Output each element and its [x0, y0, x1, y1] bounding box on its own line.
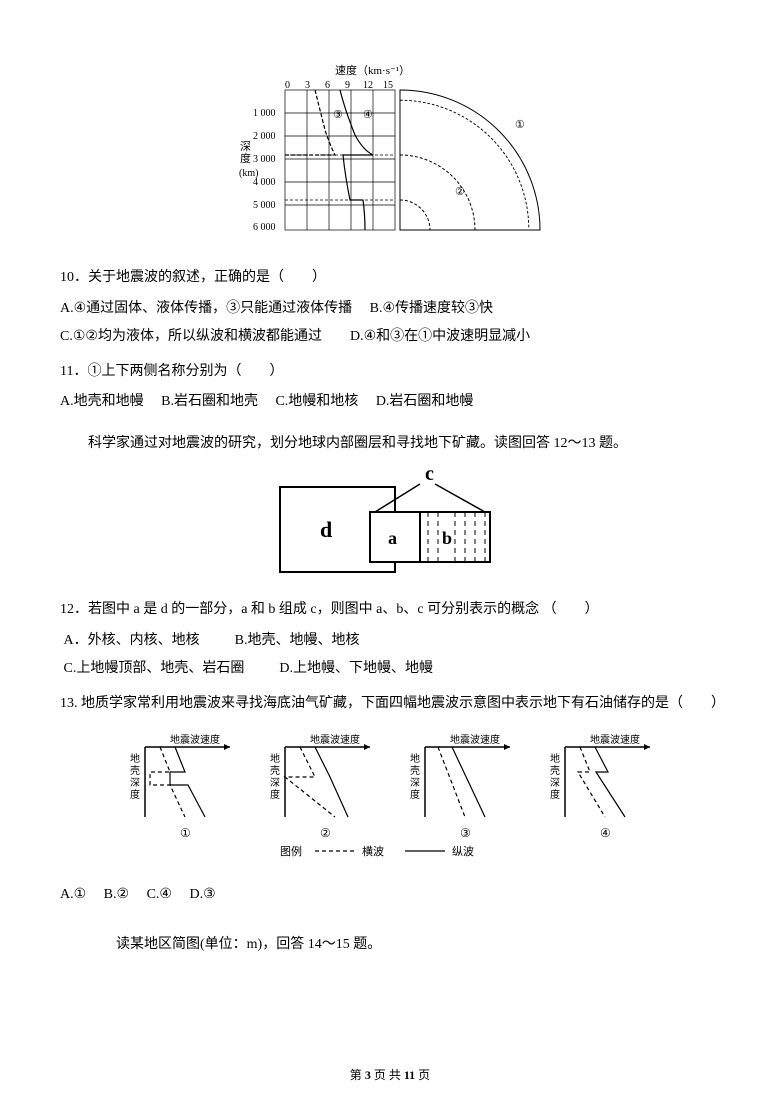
svg-text:地震波速度: 地震波速度	[310, 733, 360, 746]
q13-opt-d: D.③	[189, 887, 215, 902]
svg-text:3: 3	[305, 80, 310, 91]
svg-text:12: 12	[363, 80, 373, 91]
q10-opt-a: A.④通过固体、液体传播，③只能通过液体传播	[60, 301, 352, 316]
q11-opt-a: A.地壳和地幔	[60, 394, 144, 409]
svg-text:地: 地	[550, 752, 560, 765]
footer-suffix: 页	[415, 1068, 430, 1082]
q10-opt-c: C.①②均为液体，所以纵波和横波都能通过	[60, 329, 322, 344]
svg-text:3 000: 3 000	[253, 154, 276, 165]
svg-text:地震波速度: 地震波速度	[590, 733, 640, 746]
intro-12-13: 科学家通过对地震波的研究，划分地球内部圈层和寻找地下矿藏。读图回答 12～13 …	[60, 432, 720, 452]
q13-opt-c: C.④	[147, 887, 172, 902]
svg-text:9: 9	[345, 80, 350, 91]
fig2-d: d	[320, 517, 332, 542]
svg-text:地震波速度: 地震波速度	[170, 733, 220, 746]
footer-prefix: 第	[350, 1068, 365, 1082]
svg-text:④: ④	[363, 109, 373, 121]
svg-text:0: 0	[285, 80, 290, 91]
svg-text:度: 度	[410, 788, 420, 801]
svg-text:壳: 壳	[410, 764, 420, 777]
question-12: 12．若图中 a 是 d 的一部分，a 和 b 组成 c，则图中 a、b、c 可…	[60, 597, 720, 683]
q11-opt-d: D.岩石圈和地幔	[376, 394, 474, 409]
svg-text:③: ③	[460, 826, 471, 840]
fig3-legend-zong: 纵波	[452, 845, 474, 858]
question-10: 10．关于地震波的叙述，正确的是（ ） A.④通过固体、液体传播，③只能通过液体…	[60, 265, 720, 351]
svg-text:②: ②	[455, 186, 465, 198]
q13-opt-b: B.②	[104, 887, 129, 902]
svg-text:度: 度	[550, 788, 560, 801]
fig2-b: b	[442, 528, 452, 548]
q10-stem: 10．关于地震波的叙述，正确的是（ ）	[60, 265, 720, 292]
panel-3: 地震波速度 地 壳 深 度 ③	[410, 733, 510, 840]
svg-text:③: ③	[333, 109, 343, 121]
svg-text:2 000: 2 000	[253, 131, 276, 142]
svg-text:地震波速度: 地震波速度	[450, 733, 500, 746]
panel-4: 地震波速度 地 壳 深 度 ④	[550, 733, 650, 840]
svg-text:①: ①	[515, 119, 525, 131]
footer-total: 11	[404, 1068, 415, 1082]
intro-14-15: 读某地区简图(单位：m)，回答 14～15 题。	[60, 933, 720, 953]
svg-text:深: 深	[550, 777, 560, 789]
q11-stem: 11．①上下两侧名称分别为（ ）	[60, 359, 720, 386]
q12-stem: 12．若图中 a 是 d 的一部分，a 和 b 组成 c，则图中 a、b、c 可…	[60, 597, 720, 624]
q11-opt-c: C.地幔和地核	[275, 394, 358, 409]
svg-text:壳: 壳	[270, 764, 280, 777]
q10-opt-d: D.④和③在①中波速明显减小	[350, 329, 530, 344]
panel-2: 地震波速度 地 壳 深 度 ②	[270, 733, 370, 840]
q12-opt-b: B.地壳、地幔、地核	[235, 633, 360, 648]
q11-opt-b: B.岩石圈和地壳	[161, 394, 258, 409]
footer-middle: 页 共	[371, 1068, 404, 1082]
svg-text:地: 地	[270, 752, 280, 765]
q12-opt-d: D.上地幔、下地幔、地幔	[279, 661, 433, 676]
svg-text:地: 地	[130, 752, 140, 765]
panel-1: 地震波速度 地 壳 深 度 ①	[130, 733, 230, 840]
svg-text:①: ①	[180, 826, 191, 840]
page-footer: 第 3 页 共 11 页	[0, 1066, 780, 1083]
q12-opt-c: C.上地幔顶部、地壳、岩石圈	[64, 661, 245, 676]
svg-text:度: 度	[270, 788, 280, 801]
question-13: 13. 地质学家常利用地震波来寻找海底油气矿藏，下面四幅地震波示意图中表示地下有…	[60, 691, 720, 718]
svg-text:6 000: 6 000	[253, 222, 276, 233]
svg-text:地: 地	[410, 752, 420, 765]
figure-seismic-depth: 速度（km·s⁻¹） 0 3 6 9 12 15	[60, 60, 720, 255]
svg-text:15: 15	[383, 80, 393, 91]
q13-opt-a: A.①	[60, 887, 86, 902]
svg-text:度: 度	[240, 151, 251, 165]
svg-text:②: ②	[320, 826, 331, 840]
fig2-c: c	[425, 463, 434, 485]
svg-text:壳: 壳	[550, 764, 560, 777]
question-11: 11．①上下两侧名称分别为（ ） A.地壳和地幔 B.岩石圈和地壳 C.地幔和地…	[60, 359, 720, 416]
svg-text:5 000: 5 000	[253, 200, 276, 211]
svg-text:深: 深	[240, 140, 251, 153]
figure-boxes-abcd: d a b c	[60, 462, 720, 587]
svg-text:1 000: 1 000	[253, 108, 276, 119]
svg-text:壳: 壳	[130, 764, 140, 777]
q10-opt-b: B.④传播速度较③快	[370, 301, 493, 316]
svg-text:度: 度	[130, 788, 140, 801]
svg-text:6: 6	[325, 80, 330, 91]
svg-text:深: 深	[410, 777, 420, 789]
svg-text:④: ④	[600, 826, 611, 840]
svg-text:深: 深	[130, 777, 140, 789]
figure-seismic-panels: 地震波速度 地 壳 深 度 ① 地震波速度 地 壳 深 度	[60, 727, 720, 872]
svg-text:(km): (km)	[239, 168, 258, 179]
svg-text:深: 深	[270, 777, 280, 789]
fig3-legend-label: 图例	[280, 844, 302, 858]
q12-opt-a: A．外核、内核、地核	[64, 633, 200, 648]
fig3-legend-heng: 横波	[362, 844, 384, 858]
q13-stem: 13. 地质学家常利用地震波来寻找海底油气矿藏，下面四幅地震波示意图中表示地下有…	[60, 691, 720, 718]
fig1-title: 速度（km·s⁻¹）	[335, 63, 410, 77]
fig2-a: a	[388, 528, 397, 548]
question-13-options: A.① B.② C.④ D.③	[60, 882, 720, 909]
